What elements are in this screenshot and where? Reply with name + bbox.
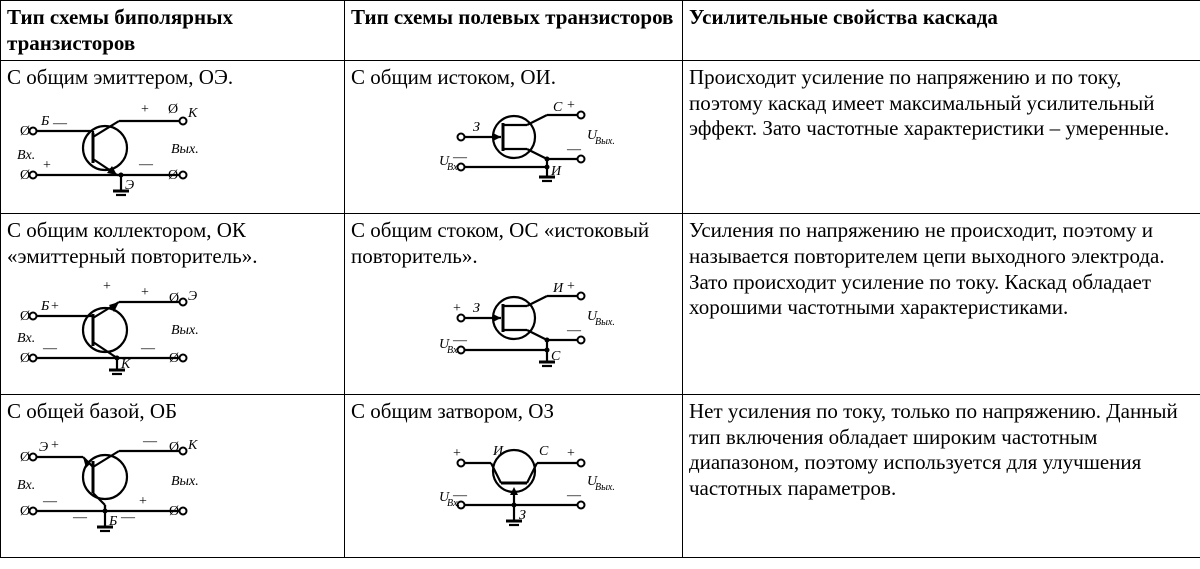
cell-properties-1: Происходит усиление по напряжению и по т…: [683, 61, 1200, 214]
label-Vyh: Bых.: [171, 142, 199, 157]
label-cc: С общим коллектором, ОК «эмиттерный повт…: [7, 218, 338, 269]
svg-text:—: —: [52, 116, 68, 131]
svg-text:И: И: [552, 281, 564, 296]
schematic-common-collector: + Б +: [13, 272, 338, 391]
th-bipolar: Тип схемы биполярных транзисторов: [1, 1, 345, 61]
svg-text:+: +: [567, 98, 575, 113]
label-K: К: [187, 106, 198, 121]
svg-text:Bx.: Bx.: [17, 331, 35, 346]
schematic-common-gate: И С З + + — — U Bx. U Bых.: [351, 427, 676, 552]
cell-fet-cs: С общим истоком, ОИ.: [345, 61, 683, 214]
table-row: С общим коллектором, ОК «эмиттерный повт…: [1, 214, 1200, 395]
svg-text:Bx.: Bx.: [447, 162, 460, 173]
svg-text:Ø: Ø: [20, 351, 30, 366]
th-properties: Усилительные свойства каскада: [683, 1, 1200, 61]
svg-text:+: +: [453, 301, 461, 316]
svg-text:К: К: [120, 357, 131, 372]
cell-properties-3: Нет усиления по току, только по напряжен…: [683, 395, 1200, 558]
schematic-common-base: Э + Ø Ø Ø Ø К — Bx. — + Bых. Б —: [13, 427, 338, 554]
svg-text:Bых.: Bых.: [595, 482, 615, 493]
label-B: Б: [40, 114, 49, 129]
cell-fet-cg: С общим затвором, ОЗ: [345, 395, 683, 558]
svg-text:Ø: Ø: [169, 440, 179, 455]
svg-text:—: —: [42, 341, 58, 356]
svg-text:—: —: [120, 510, 136, 525]
svg-text:+: +: [141, 285, 149, 300]
table-header-row: Тип схемы биполярных транзисторов Тип сх…: [1, 1, 1200, 61]
svg-text:И: И: [492, 444, 504, 459]
svg-text:С: С: [539, 444, 549, 459]
svg-text:Б: Б: [40, 299, 49, 314]
svg-text:—: —: [42, 494, 58, 509]
cell-bipolar-cc: С общим коллектором, ОК «эмиттерный повт…: [1, 214, 345, 395]
svg-text:Ø: Ø: [168, 102, 178, 117]
svg-text:—: —: [142, 434, 158, 449]
svg-text:Ø: Ø: [20, 124, 30, 139]
svg-text:Б: Б: [108, 514, 117, 529]
cell-bipolar-cb: С общей базой, ОБ: [1, 395, 345, 558]
svg-text:Ø: Ø: [169, 504, 179, 519]
svg-text:+: +: [43, 158, 51, 173]
svg-text:Bых.: Bых.: [595, 136, 615, 147]
label-I: И: [550, 164, 562, 179]
cell-bipolar-ce: С общим эмиттером, ОЭ.: [1, 61, 345, 214]
svg-text:С: С: [551, 349, 561, 364]
label-C: С: [553, 100, 563, 115]
amplifier-stages-table: Тип схемы биполярных транзисторов Тип сх…: [0, 0, 1200, 558]
svg-text:Bых.: Bых.: [171, 323, 199, 338]
svg-text:—: —: [566, 142, 582, 157]
schematic-common-emitter: Б — К Ø Ø Ø Ø Bx. + + — Bых. Э: [13, 93, 338, 210]
svg-text:Bx.: Bx.: [447, 498, 460, 509]
label-cg: С общим затвором, ОЗ: [351, 399, 676, 425]
svg-text:+: +: [141, 102, 149, 117]
svg-text:Bx.: Bx.: [17, 478, 35, 493]
svg-text:—: —: [138, 157, 154, 172]
svg-text:З: З: [473, 301, 480, 316]
label-cb: С общей базой, ОБ: [7, 399, 338, 425]
svg-text:—: —: [140, 341, 156, 356]
svg-text:Ø: Ø: [20, 450, 30, 465]
schematic-common-source: З С И + — — U Bx. U Bых.: [351, 93, 676, 208]
svg-text:Ø: Ø: [169, 351, 179, 366]
svg-text:Ø: Ø: [20, 168, 30, 183]
svg-text:—: —: [566, 323, 582, 338]
svg-text:+: +: [103, 279, 111, 294]
label-cd: С общим стоком, ОС «истоковый повторител…: [351, 218, 676, 269]
schematic-common-drain: З И С + + — — U Bx. U Bых.: [351, 272, 676, 389]
label-Vh: Bx.: [17, 148, 35, 163]
svg-text:+: +: [51, 299, 59, 314]
svg-text:—: —: [566, 488, 582, 503]
svg-text:Ø: Ø: [168, 168, 178, 183]
label-ce: С общим эмиттером, ОЭ.: [7, 65, 338, 91]
svg-text:+: +: [51, 438, 59, 453]
svg-text:+: +: [453, 446, 461, 461]
svg-text:Bых.: Bых.: [171, 474, 199, 489]
table-row: С общим эмиттером, ОЭ.: [1, 61, 1200, 214]
svg-text:К: К: [187, 438, 198, 453]
cell-properties-2: Усиления по напряжению не происходит, по…: [683, 214, 1200, 395]
cell-fet-cd: С общим стоком, ОС «истоковый повторител…: [345, 214, 683, 395]
svg-text:Ø: Ø: [169, 291, 179, 306]
label-Z: З: [473, 120, 480, 135]
label-E: Э: [125, 178, 134, 193]
th-fet: Тип схемы полевых транзисторов: [345, 1, 683, 61]
svg-text:Э: Э: [188, 289, 197, 304]
svg-text:З: З: [519, 508, 526, 523]
svg-text:+: +: [567, 446, 575, 461]
label-cs: С общим истоком, ОИ.: [351, 65, 676, 91]
svg-text:Ø: Ø: [20, 309, 30, 324]
svg-text:Bых.: Bых.: [595, 317, 615, 328]
svg-text:+: +: [139, 494, 147, 509]
svg-text:Ø: Ø: [20, 504, 30, 519]
table-row: С общей базой, ОБ: [1, 395, 1200, 558]
svg-text:Э: Э: [39, 440, 48, 455]
svg-text:+: +: [567, 279, 575, 294]
svg-text:Bx.: Bx.: [447, 345, 460, 356]
svg-text:—: —: [72, 510, 88, 525]
